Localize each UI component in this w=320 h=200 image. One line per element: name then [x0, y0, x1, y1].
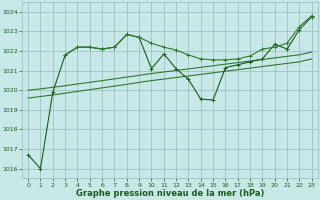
X-axis label: Graphe pression niveau de la mer (hPa): Graphe pression niveau de la mer (hPa)	[76, 189, 264, 198]
